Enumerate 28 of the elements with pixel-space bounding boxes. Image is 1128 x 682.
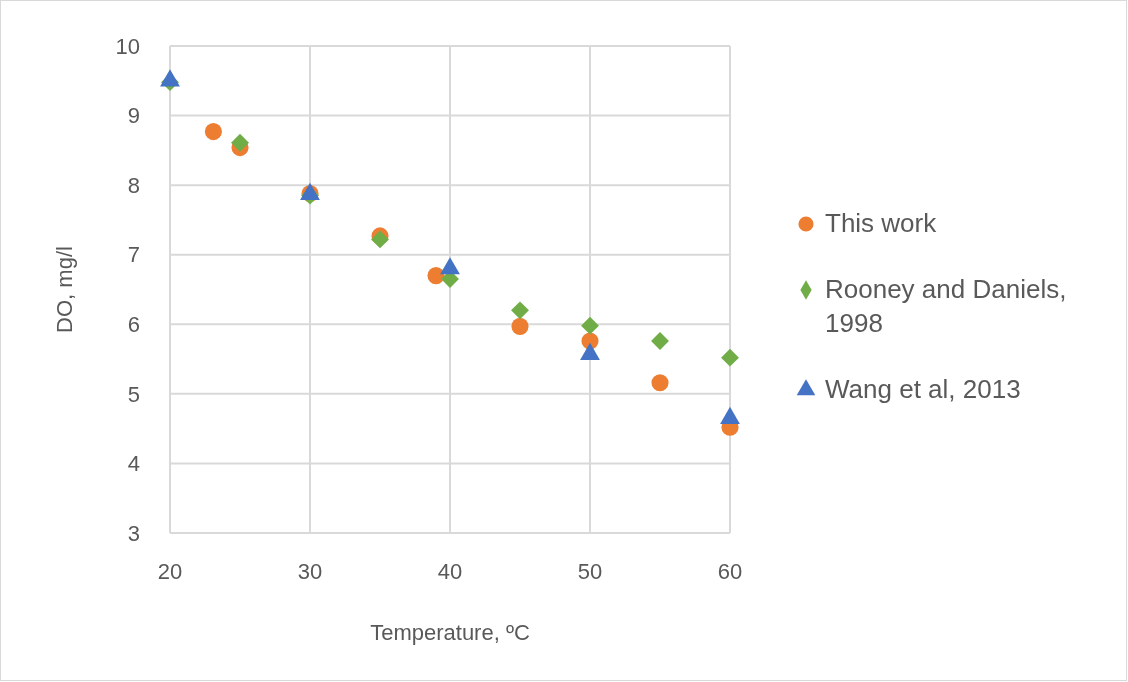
point	[721, 348, 739, 367]
point	[204, 123, 222, 141]
x-tick-label: 20	[157, 559, 183, 584]
legend-label: Wang et al, 2013	[825, 374, 1021, 404]
y-tick-label: 4	[127, 451, 140, 477]
x-tick-label: 60	[717, 559, 743, 584]
y-tick-label: 8	[127, 172, 140, 198]
x-tick-label: 40	[437, 559, 463, 584]
legend-label: This work	[825, 208, 938, 238]
point	[511, 301, 529, 320]
point	[371, 230, 389, 249]
x-tick-label: 50	[577, 559, 603, 584]
point	[581, 316, 599, 335]
y-tick-label: 3	[127, 520, 140, 546]
y-axis-title: DO, mg/l	[52, 246, 77, 333]
point	[231, 133, 249, 152]
point	[651, 374, 669, 392]
y-tick-label: 7	[127, 242, 140, 268]
x-axis-title: Temperature, ºC	[370, 620, 530, 645]
point	[427, 267, 445, 285]
legend-label: Rooney and Daniels, 1998	[825, 274, 1067, 338]
y-tick-label: 9	[127, 103, 140, 129]
point	[651, 332, 669, 350]
y-tick-label: 6	[127, 311, 140, 337]
y-tick-label: 10	[115, 33, 140, 59]
x-tick-label: 30	[297, 559, 323, 584]
point	[511, 317, 529, 335]
y-tick-label: 5	[127, 381, 140, 407]
